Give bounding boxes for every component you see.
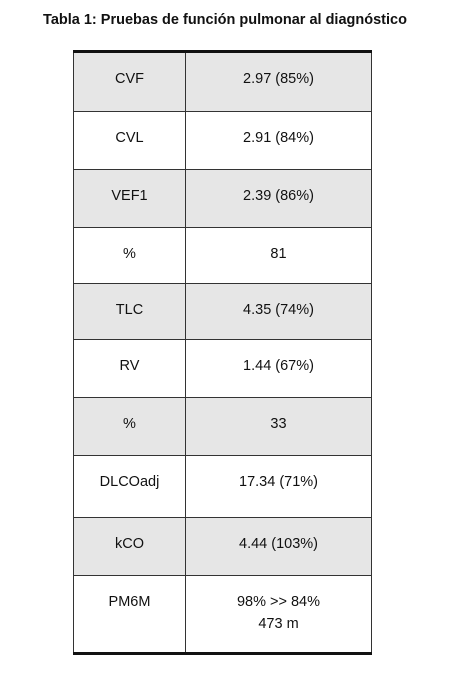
table-title: Tabla 1: Pruebas de función pulmonar al … bbox=[43, 12, 407, 28]
table-cell: % bbox=[73, 227, 186, 284]
table-row: CVF 2.97 (85%) bbox=[73, 51, 372, 112]
table-cell: 4.44 (103%) bbox=[185, 517, 372, 576]
table-cell: 33 bbox=[185, 397, 372, 456]
table-cell: CVL bbox=[73, 111, 186, 170]
table: CVF 2.97 (85%) CVL 2.91 (84%) VEF1 2.39 (86%)… bbox=[73, 50, 372, 655]
table-row: % 33 bbox=[73, 397, 372, 456]
table-cell: 2.39 (86%) bbox=[185, 169, 372, 228]
table-cell: % bbox=[73, 397, 186, 456]
table-row: kCO 4.44 (103%) bbox=[73, 517, 372, 576]
table-cell: 81 bbox=[185, 227, 372, 284]
table-cell: 2.91 (84%) bbox=[185, 111, 372, 170]
table-cell: TLC bbox=[73, 283, 186, 340]
table-cell: kCO bbox=[73, 517, 186, 576]
table-cell: DLCOadj bbox=[73, 455, 186, 518]
table-row: DLCOadj 17.34 (71%) bbox=[73, 455, 372, 518]
table-cell: RV bbox=[73, 339, 186, 398]
table-row: VEF1 2.39 (86%) bbox=[73, 169, 372, 228]
table-cell: VEF1 bbox=[73, 169, 186, 228]
table-cell: 98% >> 84% 473 m bbox=[185, 575, 372, 654]
table-row: PM6M 98% >> 84% 473 m bbox=[73, 575, 372, 654]
table-cell: 2.97 (85%) bbox=[185, 51, 372, 112]
cell-line: 98% >> 84% bbox=[236, 594, 321, 610]
cell-line: 473 m bbox=[258, 616, 299, 632]
table-row: RV 1.44 (67%) bbox=[73, 339, 372, 398]
table-cell: PM6M bbox=[73, 575, 186, 654]
table-row: TLC 4.35 (74%) bbox=[73, 283, 372, 340]
table-cell: 4.35 (74%) bbox=[185, 283, 372, 340]
table-row: % 81 bbox=[73, 227, 372, 284]
table-row: CVL 2.91 (84%) bbox=[73, 111, 372, 170]
table-cell: 17.34 (71%) bbox=[185, 455, 372, 518]
table-cell: 1.44 (67%) bbox=[185, 339, 372, 398]
table-cell: CVF bbox=[73, 51, 186, 112]
